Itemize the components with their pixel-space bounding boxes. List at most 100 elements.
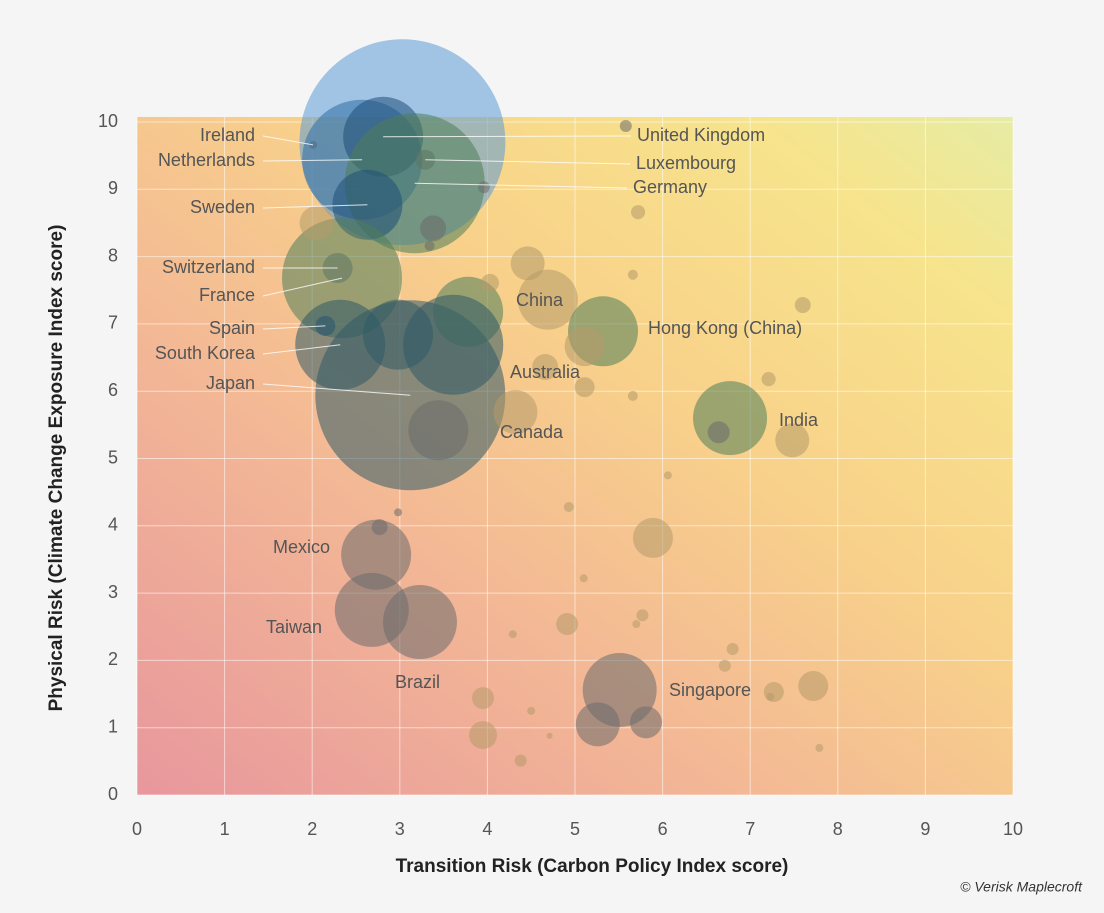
- x-tick-label: 5: [570, 819, 580, 839]
- bubble: [798, 670, 829, 701]
- point-label: Hong Kong (China): [648, 318, 802, 338]
- x-tick-label: 10: [1003, 819, 1023, 839]
- bubble: [424, 240, 435, 251]
- leader-line: [262, 135, 314, 146]
- bubble: [472, 687, 495, 710]
- point-label: United Kingdom: [637, 125, 765, 145]
- bubble: [631, 205, 646, 220]
- leader-line: [262, 204, 368, 209]
- point-label: Canada: [500, 422, 564, 442]
- bubble: [575, 702, 620, 747]
- bubble: [775, 423, 810, 458]
- source: © Verisk Maplecroft: [960, 879, 1083, 895]
- point-label: South Korea: [155, 343, 256, 363]
- bubble: [556, 613, 579, 636]
- bubble: [527, 706, 536, 715]
- bubble: [627, 390, 638, 401]
- bubble: [510, 246, 545, 281]
- point-label: Singapore: [669, 680, 751, 700]
- bubble: [493, 390, 538, 435]
- leader-line: [414, 182, 628, 189]
- leader-line: [262, 383, 411, 396]
- leader-line: [262, 277, 343, 297]
- point-label: Australia: [510, 362, 581, 382]
- y-tick-label: 9: [108, 178, 118, 198]
- y-tick-label: 2: [108, 649, 118, 669]
- bubble: [663, 471, 672, 480]
- bubble: [574, 377, 595, 398]
- bubble: [766, 692, 775, 701]
- point-label: Netherlands: [158, 150, 255, 170]
- y-tick-label: 6: [108, 380, 118, 400]
- bubble: [794, 297, 811, 314]
- y-tick-label: 1: [108, 716, 118, 736]
- bubble: [546, 732, 553, 739]
- x-tick-label: 3: [395, 819, 405, 839]
- bubble: [579, 574, 588, 583]
- y-tick-label: 8: [108, 245, 118, 265]
- point-label: Ireland: [200, 125, 255, 145]
- leader-line: [425, 159, 631, 165]
- y-tick-label: 5: [108, 447, 118, 467]
- y-tick-label: 3: [108, 582, 118, 602]
- bubble: [627, 269, 638, 280]
- point-label: Luxembourg: [636, 153, 736, 173]
- x-axis-title: Transition Risk (Carbon Policy Index sco…: [396, 856, 789, 877]
- bubble: [481, 273, 500, 292]
- bubble: [341, 519, 412, 590]
- point-label: China: [516, 290, 564, 310]
- y-tick-label: 0: [108, 784, 118, 804]
- point-label: Germany: [633, 177, 707, 197]
- bubble: [632, 517, 673, 558]
- x-tick-label: 2: [307, 819, 317, 839]
- bubble: [532, 353, 559, 380]
- point-label: India: [779, 410, 819, 430]
- x-tick-label: 7: [745, 819, 755, 839]
- bubble: [382, 585, 457, 660]
- bubble: [514, 754, 527, 767]
- point-label: Sweden: [190, 197, 255, 217]
- y-tick-label: 7: [108, 313, 118, 333]
- point-label: Japan: [206, 373, 255, 393]
- y-tick-label: 4: [108, 515, 118, 535]
- bubble: [394, 508, 403, 517]
- bubble: [815, 743, 824, 752]
- bubble: [761, 372, 776, 387]
- y-tick-label: 10: [98, 111, 118, 131]
- bubble: [629, 706, 662, 739]
- bubble: [726, 642, 739, 655]
- leader-line: [262, 325, 326, 330]
- y-axis-title: Physical Risk (Climate Change Exposure I…: [46, 225, 67, 712]
- point-label: Spain: [209, 318, 255, 338]
- x-tick-label: 4: [482, 819, 492, 839]
- bubble: [477, 181, 490, 194]
- bubble: [636, 609, 649, 622]
- bubble: [420, 215, 447, 242]
- point-label: Mexico: [273, 537, 330, 557]
- x-tick-label: 6: [658, 819, 668, 839]
- bubble: [408, 400, 469, 461]
- leader-line: [383, 135, 632, 138]
- leader-line: [262, 344, 341, 355]
- bubble: [632, 620, 641, 629]
- bubble: [707, 421, 730, 444]
- x-tick-label: 8: [833, 819, 843, 839]
- bubble: [299, 205, 334, 240]
- bubble: [563, 501, 574, 512]
- bubble: [564, 326, 605, 367]
- x-tick-label: 9: [920, 819, 930, 839]
- bubble: [469, 721, 498, 750]
- bubble: [403, 294, 504, 395]
- leader-line: [262, 159, 363, 162]
- bubble: [693, 381, 768, 456]
- bubble: [763, 682, 784, 703]
- point-label: France: [199, 285, 255, 305]
- bubble: [619, 120, 632, 133]
- point-label: Switzerland: [162, 257, 255, 277]
- bubble: [718, 659, 731, 672]
- bubble: [508, 630, 517, 639]
- bubble: [371, 519, 388, 536]
- x-tick-label: 0: [132, 819, 142, 839]
